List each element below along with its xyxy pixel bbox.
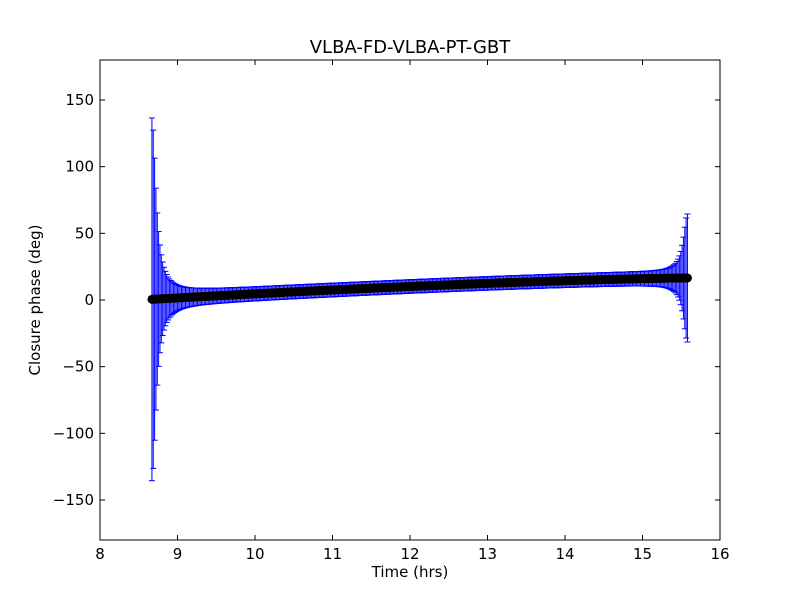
y-tick-label: −150 (53, 491, 94, 509)
markers-group (147, 273, 692, 304)
x-tick-label: 10 (245, 545, 264, 563)
x-axis-ticks: 8 9 10 11 12 13 14 15 16 (95, 60, 730, 563)
x-tick-label: 11 (323, 545, 342, 563)
y-tick-label: 0 (84, 291, 94, 309)
y-tick-label: −100 (53, 424, 94, 442)
x-tick-label: 13 (478, 545, 497, 563)
y-axis-label: Closure phase (deg) (26, 225, 44, 376)
y-tick-label: 100 (65, 158, 94, 176)
x-tick-label: 16 (710, 545, 729, 563)
x-tick-label: 14 (555, 545, 574, 563)
y-axis-ticks: −150 −100 −50 0 50 100 150 (53, 91, 720, 509)
x-tick-label: 9 (173, 545, 183, 563)
data-point (682, 273, 692, 283)
x-axis-label: Time (hrs) (371, 563, 449, 581)
y-tick-label: −50 (62, 358, 94, 376)
x-tick-label: 15 (633, 545, 652, 563)
x-tick-label: 12 (400, 545, 419, 563)
x-tick-label: 8 (95, 545, 105, 563)
y-tick-label: 50 (75, 224, 94, 242)
y-tick-label: 150 (65, 91, 94, 109)
chart-title: VLBA-FD-VLBA-PT-GBT (310, 37, 512, 58)
